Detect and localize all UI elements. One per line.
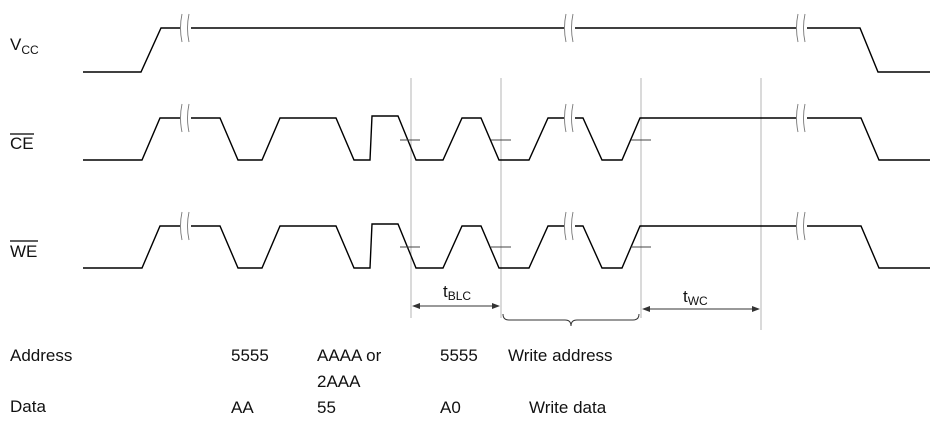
vcc-label: VCC — [10, 35, 39, 57]
tblc-dimension — [412, 303, 500, 309]
data-value: A0 — [440, 398, 461, 416]
address-row-label: Address — [10, 346, 72, 365]
data-value: Write data — [529, 398, 607, 416]
write-cycle-brace — [502, 313, 640, 327]
twc-dimension — [642, 306, 760, 312]
address-value: AAAA or — [317, 346, 382, 365]
we-label: WE — [10, 242, 37, 261]
vcc-break-marks — [180, 13, 807, 43]
address-value: 5555 — [440, 346, 478, 365]
twc-label: tWC — [683, 287, 708, 308]
crossing-ticks — [400, 139, 651, 248]
ce-waveform — [83, 115, 930, 161]
we-waveform — [83, 223, 930, 269]
data-value: 55 — [317, 398, 336, 416]
data-value: AA — [231, 398, 254, 416]
tblc-label: tBLC — [443, 282, 471, 303]
ce-label: CE — [10, 134, 34, 153]
data-row-label: Data — [10, 397, 46, 416]
ce-break-marks — [180, 103, 807, 133]
vcc-waveform — [83, 27, 930, 73]
address-value: 5555 — [231, 346, 269, 365]
address-value: Write address — [508, 346, 613, 365]
address-value: 2AAA — [317, 372, 361, 391]
we-break-marks — [180, 211, 807, 241]
